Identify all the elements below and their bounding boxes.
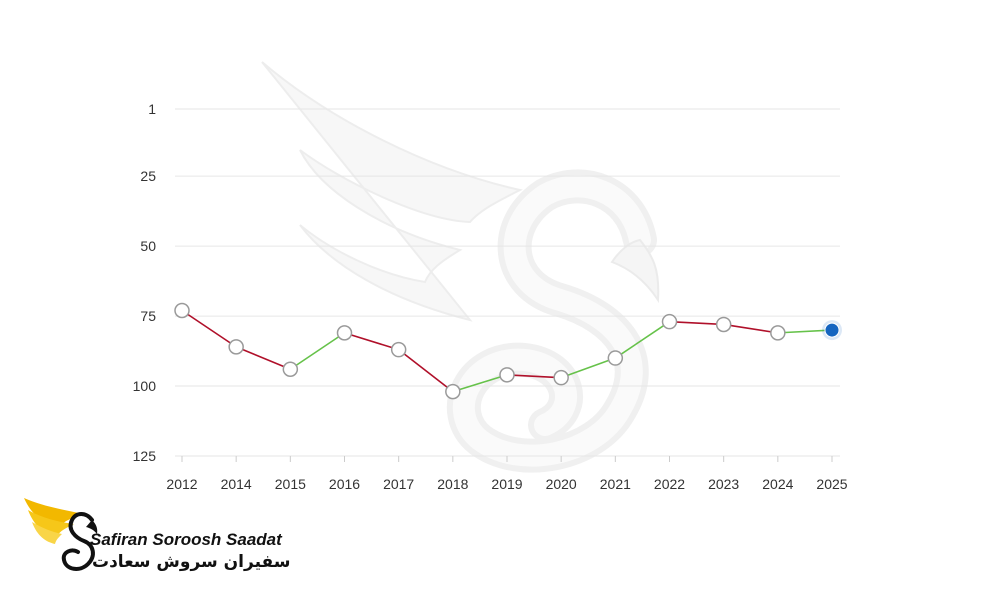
line-segment — [722, 323, 779, 334]
series-markers — [174, 302, 842, 400]
x-tick-label: 2021 — [600, 476, 631, 492]
x-tick-label: 2018 — [437, 476, 468, 492]
x-tick-label: 2025 — [816, 476, 847, 492]
brand-name-en: Safiran Soroosh Saadat — [90, 530, 282, 549]
x-tick-label: 2017 — [383, 476, 414, 492]
x-tick-label: 2024 — [762, 476, 793, 492]
y-tick-label: 100 — [133, 378, 157, 394]
x-tick-label: 2019 — [491, 476, 522, 492]
data-point[interactable] — [390, 341, 407, 358]
data-point[interactable] — [445, 383, 461, 400]
y-tick-label: 25 — [140, 168, 156, 184]
x-tick-label: 2012 — [166, 476, 197, 492]
winged-swan-watermark — [261, 61, 660, 473]
data-point[interactable] — [770, 325, 786, 341]
x-tick-label: 2016 — [329, 476, 360, 492]
line-segment — [397, 348, 454, 393]
line-segment — [506, 374, 562, 379]
y-tick-label: 125 — [133, 448, 157, 464]
x-tick-label: 2022 — [654, 476, 685, 492]
line-segment — [343, 332, 400, 351]
brand-name-fa: سفیران سروش سعادت — [92, 552, 291, 572]
x-tick-label: 2014 — [221, 476, 252, 492]
line-segment — [777, 329, 833, 334]
x-tick-label: 2015 — [275, 476, 306, 492]
line-segment — [560, 357, 617, 379]
data-point[interactable] — [661, 313, 678, 330]
line-segment — [452, 374, 508, 393]
data-point[interactable] — [715, 316, 732, 333]
data-point[interactable] — [336, 325, 353, 341]
data-point[interactable] — [553, 369, 569, 386]
line-segment — [289, 332, 346, 371]
data-point[interactable] — [228, 339, 244, 355]
y-tick-label: 50 — [140, 238, 156, 254]
series-line — [181, 309, 833, 393]
data-point[interactable] — [499, 367, 515, 383]
line-segment — [235, 346, 292, 371]
x-tick-label: 2023 — [708, 476, 739, 492]
data-point[interactable] — [282, 361, 299, 377]
brand-block: Safiran Soroosh Saadat سفیران سروش سعادت — [22, 494, 292, 576]
brand-logo — [24, 498, 98, 571]
x-tick-label: 2020 — [546, 476, 577, 492]
data-point[interactable] — [174, 302, 190, 319]
gridlines — [175, 108, 840, 457]
line-segment — [614, 320, 671, 359]
y-tick-label: 1 — [148, 101, 156, 117]
data-point[interactable] — [607, 350, 624, 366]
y-tick-label: 75 — [140, 308, 156, 324]
line-segment — [668, 320, 725, 326]
x-axis: 2012 2014 2015 2016 2017 2018 2019 2020 2021 2022… — [166, 456, 848, 492]
current-data-point[interactable] — [824, 322, 840, 338]
line-segment — [181, 309, 237, 348]
